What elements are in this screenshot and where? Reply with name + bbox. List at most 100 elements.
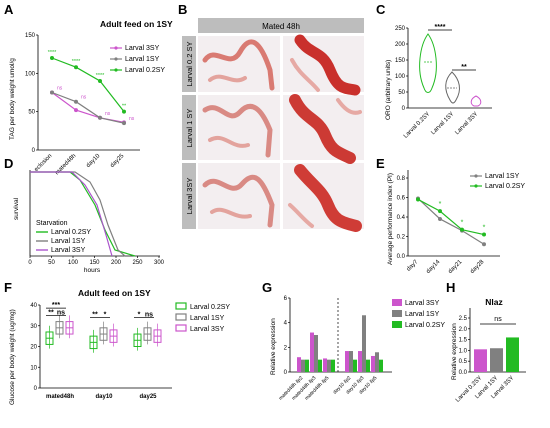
panel-a-point-2-3 [122,109,126,114]
tissue-drawings [202,34,362,232]
panel-b-row-label-3: Larval 3SY [185,178,194,215]
panel-b-header-bar [198,18,364,33]
panel-e: E Average performance index (PI) 0.0 0.2 0… [376,156,525,275]
panel-e-ytick-0: 0.0 [397,254,406,260]
panel-g-bar-0-5 [371,355,375,372]
panel-c-xtick-0: Larval 0.2SY [403,111,432,140]
panel-g-ytick-0: 0 [284,370,288,376]
panel-a-ns-1: ns [81,95,87,101]
panel-e-xtick-3: day28 [470,259,486,275]
panel-a-line-1 [51,91,125,124]
panel-e-ytick-4: 0.8 [397,176,406,182]
panel-h-ytick-0: 0.0 [459,370,468,376]
panel-h-ytick-1: 0.5 [459,359,468,365]
panel-f-ylabel: Glucose per body weight (ug/mg) [9,309,16,405]
panel-e-point-0-1 [438,216,442,221]
panel-g-bar-2-4 [366,359,370,372]
panel-f-ytick-4: 40 [30,303,37,309]
panel-f: F Adult feed on 1SY Glucose per body wei… [4,280,230,405]
panel-e-xtick-2: day21 [448,259,464,275]
panel-label-a: A [4,2,14,17]
panel-b-row-label-2: Larval 1 SY [185,109,194,148]
violin-0-2sy [419,33,437,93]
panel-a-point-1-0 [50,90,54,95]
panel-a-ytick-2: 100 [25,71,36,77]
panel-a-sig-2: **** [96,73,105,79]
panel-a-sig-0: **** [48,50,57,56]
panel-h-ytick-5: 2.5 [459,316,468,322]
panel-c-violins [419,33,482,107]
panel-f-legend-0: Larval 0.2SY [190,304,230,311]
panel-g-legend-swatch-0 [392,299,402,306]
panel-d-xtick-2: 100 [68,260,79,266]
panel-label-c: C [376,2,386,17]
panel-b: B Mated 48h Larval 0.2 SY Larval 1 SY La… [178,2,364,232]
panel-c-sig-2: ** [461,64,467,71]
survival-curve-1sy [30,171,126,257]
panel-e-ylabel: Average performance index (PI) [387,173,394,265]
panel-d-legend-title: Starvation [36,220,68,227]
panel-e-xtick-0: day7 [406,259,420,273]
panel-g-bar-0-1 [310,332,314,372]
panel-f-legend-swatch-1 [175,313,187,321]
panel-h-ytick-3: 1.5 [459,338,468,344]
panel-e-point-1-1 [438,209,442,214]
panel-e-ytick-3: 0.6 [397,196,406,202]
panel-a-point-2-1 [74,65,78,70]
panel-a-point-0-1 [74,108,78,113]
panel-d-xtick-0: 0 [28,260,32,266]
panel-d-xtick-6: 300 [154,260,165,266]
panel-g-legend-2: Larval 0.2SY [405,322,445,329]
panel-a-legend-2: Larval 0.2SY [125,67,165,74]
panel-a-legend-marker-2 [114,68,118,72]
panel-a-title: Adult feed on 1SY [100,19,173,29]
panel-g-bar-1-2 [327,359,331,372]
panel-g-ytick-3: 6 [284,296,288,302]
panel-a-legend-0: Larval 3SY [125,45,160,52]
panel-d-legend-0: Larval 0.2SY [51,229,91,236]
panel-f-ytick-0: 0 [34,386,38,392]
panel-g-ylabel: Relative expression [270,318,277,375]
panel-g-bar-2-3 [353,359,357,372]
panel-c: C ORO (arbitrary units) 050100150200250 … [376,2,492,140]
panel-d-ylabel: survival [13,197,20,220]
panel-d: D survival 0 50 100 150 200 250 300 hours Star… [4,156,165,274]
panel-a-line-2 [51,57,125,113]
panel-a-point-1-2 [98,115,102,120]
panel-h-bar-0 [474,349,487,372]
panel-a-xtick-3: day25 [110,153,126,169]
panel-label-d: D [4,156,13,171]
panel-f-xtick-2: day25 [139,394,157,400]
panel-label-h: H [446,280,455,295]
panel-e-ytick-2: 0.4 [397,215,406,221]
panel-b-row-bar-1 [182,36,196,92]
panel-a-ytick-1: 50 [28,110,35,116]
panel-f-legend-2: Larval 3SY [190,326,225,333]
panel-f-sig-5: * [138,311,141,318]
survival-curve-3sy [30,171,113,257]
panel-label-e: E [376,156,385,171]
panel-g-bar-1-1 [314,335,318,372]
panel-a-ns-3: ns [129,116,135,122]
panel-h-ylabel: Relative expression [451,323,458,380]
panel-c-ytick-1: 50 [398,90,405,96]
panel-g-bar-0-0 [297,357,301,372]
panel-h-title: Nlaz [485,297,502,307]
panel-f-ytick-2: 20 [30,345,37,351]
panel-d-legend-2: Larval 3SY [51,247,86,254]
panel-f-ytick-1: 10 [30,365,37,371]
panel-d-xtick-5: 250 [132,260,143,266]
panel-c-ytick-0: 0 [402,106,406,112]
panel-e-sig-2: * [483,225,486,232]
panel-g-bar-1-3 [349,351,353,372]
panel-d-xtick-1: 50 [48,260,55,266]
panel-g-legend-0: Larval 3SY [405,300,440,307]
panel-a-xtick-1: mated48h [54,153,77,176]
panel-h-ytick-2: 1.0 [459,348,468,354]
panel-g-bar-0-3 [345,351,349,372]
panel-f-sig-2: ns [57,309,65,316]
panel-g-bar-1-4 [362,315,366,372]
panel-f-xtick-1: day10 [95,394,113,400]
panel-f-sig-3: ** [92,311,98,318]
